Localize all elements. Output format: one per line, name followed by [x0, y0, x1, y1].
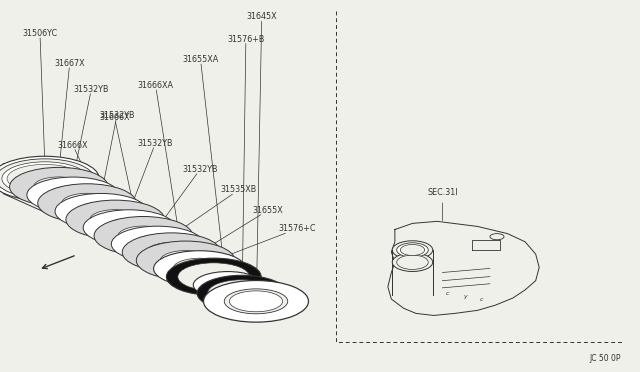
Text: 31666X: 31666X	[26, 165, 87, 219]
Ellipse shape	[111, 226, 204, 262]
Ellipse shape	[212, 279, 243, 291]
Ellipse shape	[490, 234, 504, 240]
Ellipse shape	[392, 253, 433, 272]
Ellipse shape	[166, 258, 261, 295]
Ellipse shape	[77, 202, 125, 221]
Ellipse shape	[146, 243, 197, 262]
Ellipse shape	[94, 217, 193, 255]
Text: 31666XA: 31666XA	[138, 81, 186, 276]
Ellipse shape	[392, 241, 433, 259]
Ellipse shape	[106, 218, 153, 237]
Ellipse shape	[83, 210, 175, 246]
Ellipse shape	[134, 235, 181, 253]
Ellipse shape	[193, 272, 262, 298]
Text: 31645X: 31645X	[246, 12, 277, 317]
Ellipse shape	[224, 289, 288, 314]
Ellipse shape	[0, 159, 94, 198]
Text: y: y	[463, 294, 467, 299]
Ellipse shape	[207, 280, 276, 307]
Ellipse shape	[38, 184, 136, 222]
Text: 31576+C: 31576+C	[214, 224, 316, 261]
Text: 31655X: 31655X	[200, 206, 284, 253]
Text: 31506YC: 31506YC	[22, 29, 58, 163]
Ellipse shape	[90, 210, 141, 229]
Text: 31532YB: 31532YB	[99, 111, 134, 195]
Ellipse shape	[178, 263, 250, 291]
Ellipse shape	[136, 241, 235, 280]
Ellipse shape	[66, 200, 164, 239]
Ellipse shape	[118, 226, 169, 246]
Ellipse shape	[61, 193, 113, 213]
Ellipse shape	[0, 156, 99, 201]
Text: 31666X: 31666X	[99, 113, 143, 252]
Text: 31576+B: 31576+B	[227, 35, 264, 309]
Ellipse shape	[122, 233, 221, 272]
Ellipse shape	[401, 244, 424, 256]
Text: 31532YB: 31532YB	[157, 165, 218, 228]
Text: 31532YB: 31532YB	[73, 85, 109, 179]
Ellipse shape	[2, 162, 88, 195]
Text: 31655XA: 31655XA	[182, 55, 228, 301]
Ellipse shape	[173, 258, 227, 279]
Ellipse shape	[154, 251, 246, 286]
Text: c: c	[479, 297, 483, 302]
Ellipse shape	[197, 275, 287, 311]
Text: JC 50 0P: JC 50 0P	[589, 354, 621, 363]
Ellipse shape	[7, 164, 83, 193]
Ellipse shape	[397, 255, 428, 269]
Ellipse shape	[229, 291, 283, 312]
Text: 31667X: 31667X	[54, 59, 85, 171]
Ellipse shape	[33, 177, 84, 196]
Text: c: c	[446, 291, 449, 296]
Ellipse shape	[204, 280, 308, 322]
Text: 31532YB: 31532YB	[129, 139, 173, 212]
Text: SEC.31I: SEC.31I	[427, 188, 458, 221]
Text: FRONT: FRONT	[83, 227, 116, 251]
Text: 31535XB: 31535XB	[172, 185, 257, 236]
Ellipse shape	[10, 167, 108, 206]
Ellipse shape	[160, 251, 211, 270]
Ellipse shape	[55, 193, 147, 229]
Text: 31666X: 31666X	[58, 141, 115, 235]
Ellipse shape	[397, 243, 428, 257]
Ellipse shape	[49, 186, 97, 204]
Ellipse shape	[27, 177, 119, 213]
